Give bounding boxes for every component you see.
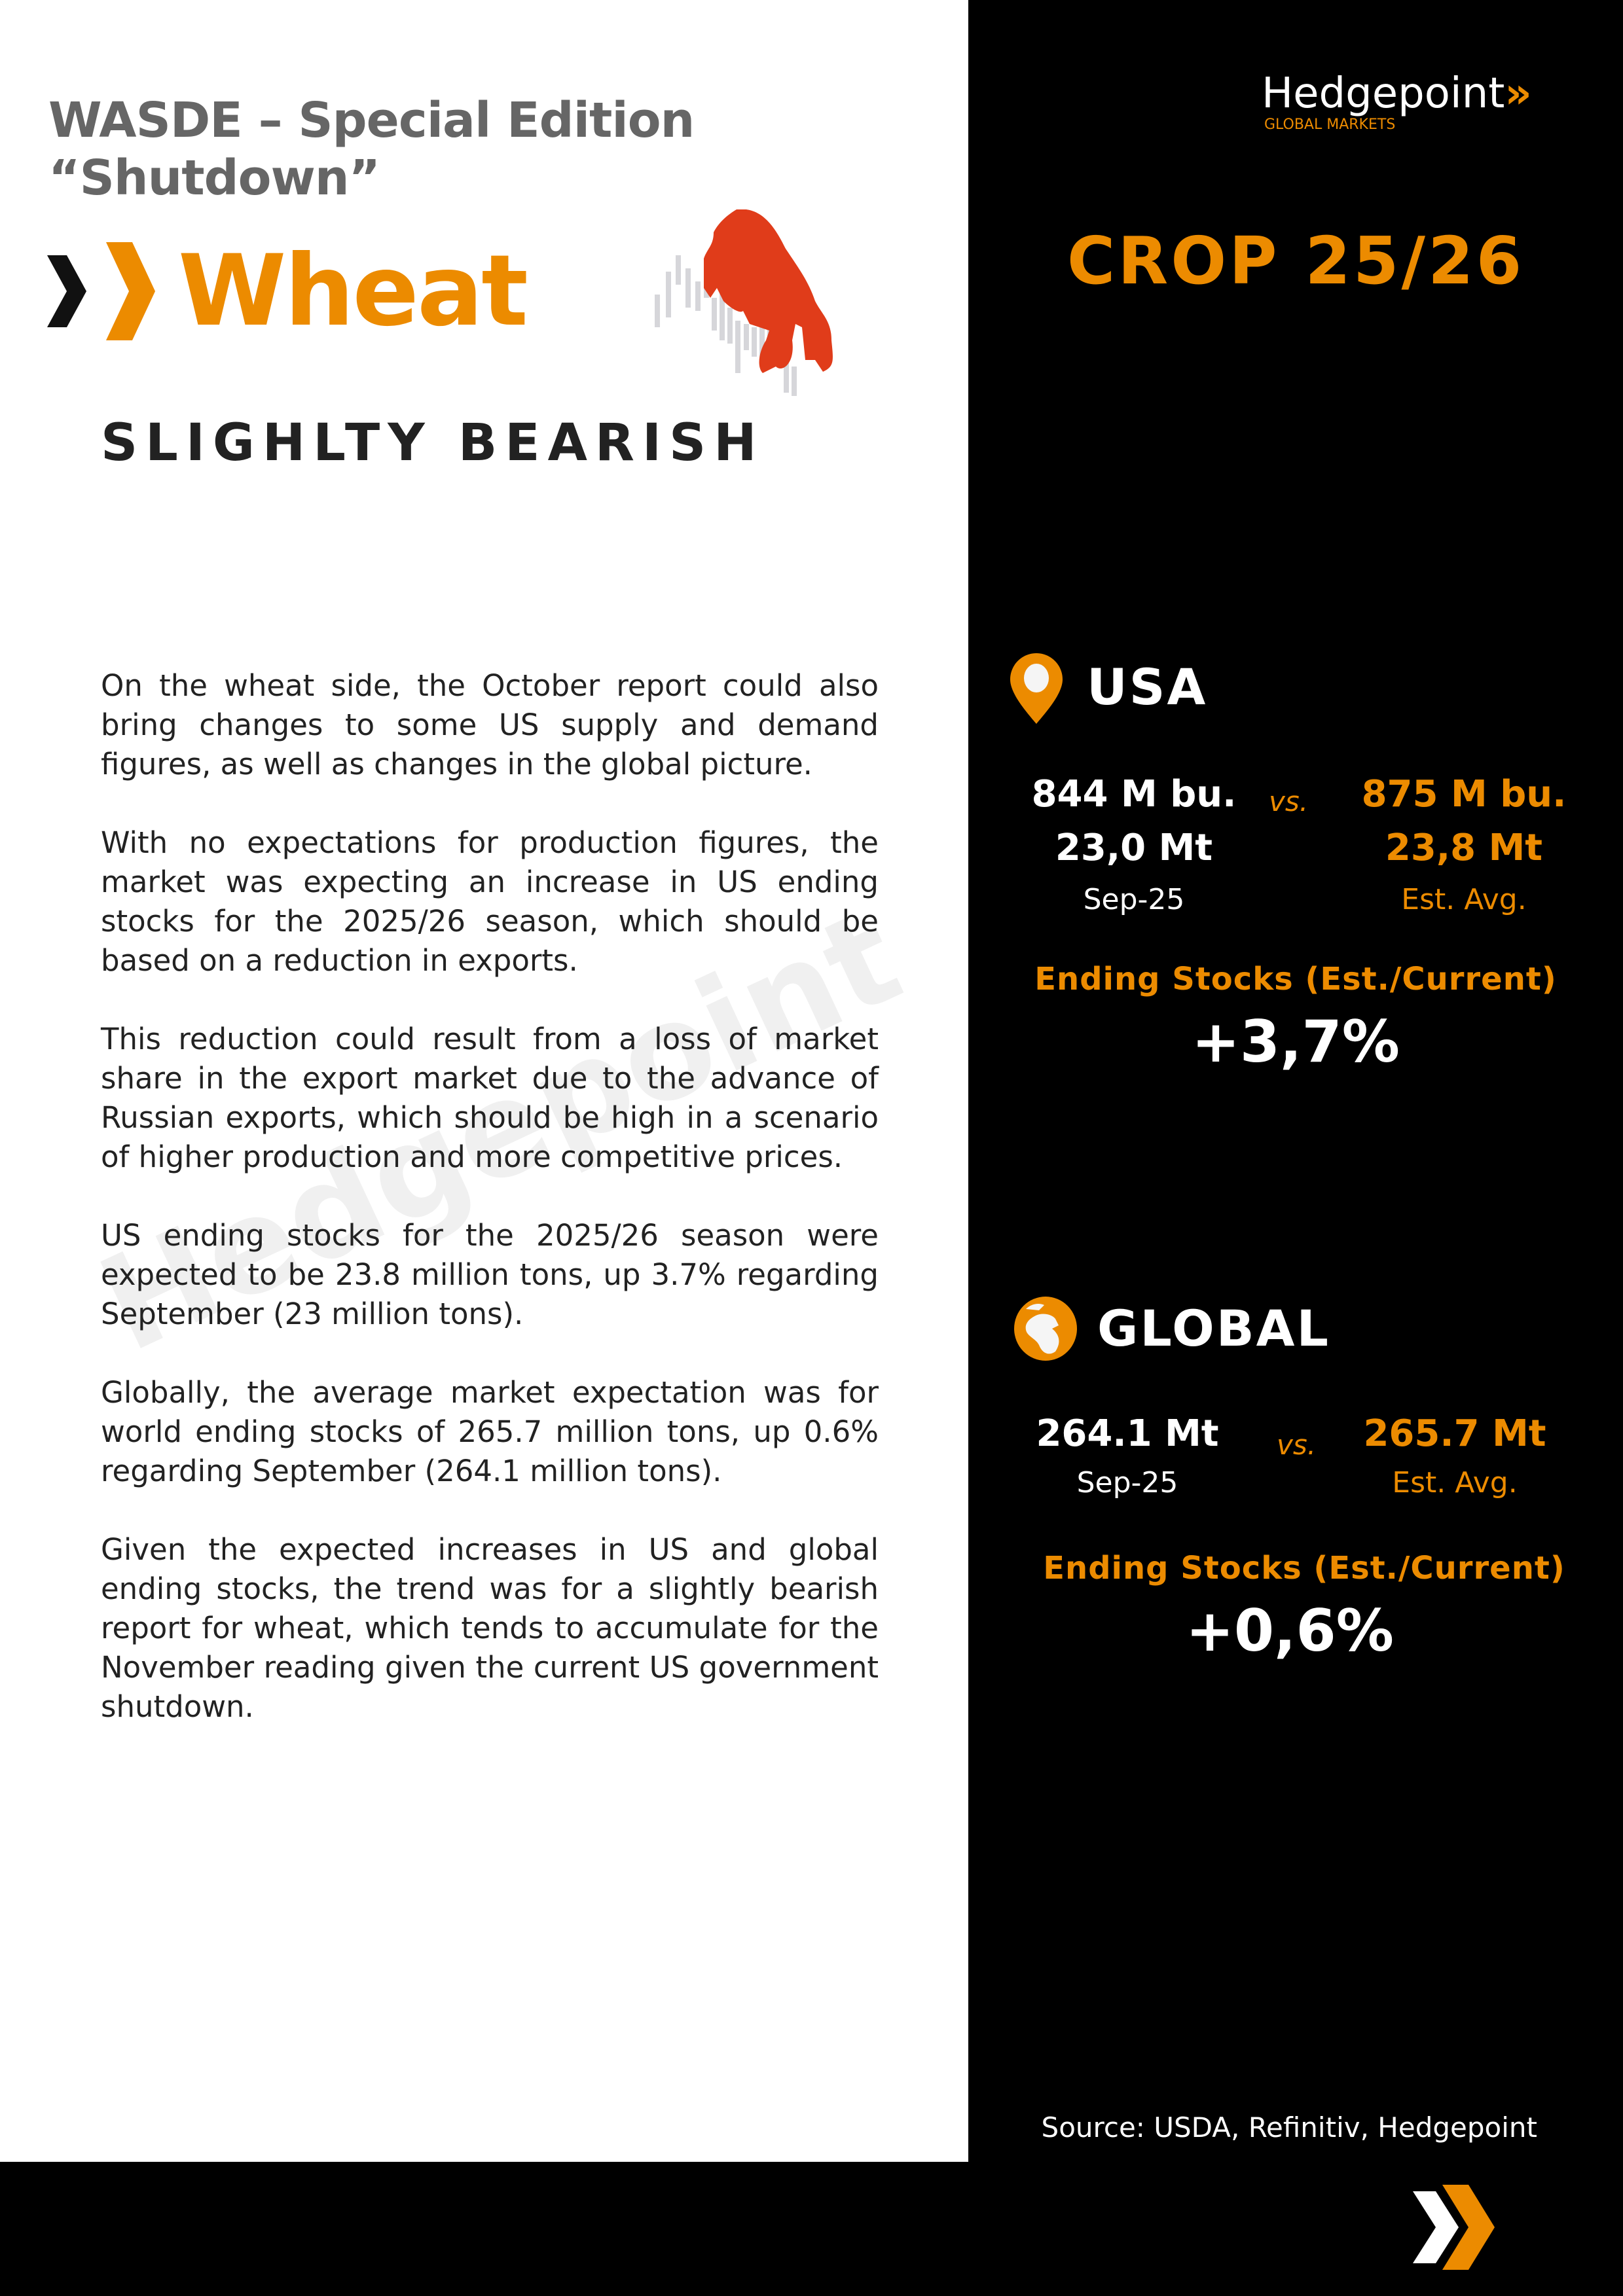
paragraph: On the wheat side, the October report co… [101,668,879,781]
usa-estimate: 875 M bu. 23,8 Mt Est. Avg. [1333,768,1595,916]
usa-current-bu: 844 M bu. [1031,773,1237,816]
bear-icon [655,209,833,396]
title-line-1: WASDE – Special Edition [48,92,695,149]
region-usa: USA [1087,658,1208,716]
chevrons-icon [47,242,155,340]
usa-metric-label: Ending Stocks (Est./Current) [1034,961,1557,997]
paragraph: US ending stocks for the 2025/26 season … [101,1218,879,1331]
body-text: On the wheat side, the October report co… [101,666,879,1766]
logo-tagline: GLOBAL MARKETS [1264,117,1396,133]
location-pin-icon [1010,653,1063,724]
usa-vs: vs. [1269,785,1309,817]
hedgepoint-logo: Hedgepoint» GLOBAL MARKETS [1262,71,1532,133]
left-panel: Hedgepoint WASDE – Special Edition “Shut… [0,0,968,2162]
paragraph: With no expectations for production figu… [101,825,879,978]
usa-est-mt: 23,8 Mt [1385,827,1543,869]
global-estimate: 265.7 Mt Est. Avg. [1324,1407,1586,1499]
globe-icon [1014,1297,1077,1361]
chevrons-icon [1413,2185,1495,2270]
crop-label: CROP 25/26 [1067,223,1525,299]
global-est-label: Est. Avg. [1392,1466,1518,1499]
global-vs: vs. [1277,1429,1317,1461]
page-title: WASDE – Special Edition “Shutdown” [48,92,695,207]
paragraph: Globally, the average market expectation… [101,1375,879,1488]
usa-current-label: Sep-25 [1083,883,1185,916]
commodity-title: Wheat [178,234,528,348]
usa-current-mt: 23,0 Mt [1055,827,1213,869]
paragraph: This reduction could result from a loss … [101,1022,879,1174]
usa-est-label: Est. Avg. [1401,883,1527,916]
usa-current: 844 M bu. 23,0 Mt Sep-25 [1003,768,1265,916]
logo-name: Hedgepoint [1262,69,1505,118]
global-metric-label: Ending Stocks (Est./Current) [1043,1550,1565,1587]
title-line-2: “Shutdown” [48,150,380,206]
global-current-mt: 264.1 Mt [1036,1412,1219,1455]
global-current-label: Sep-25 [1076,1466,1178,1499]
usa-change: +3,7% [1192,1008,1400,1075]
sentiment-label: SLIGHLTY BEARISH [101,414,765,473]
paragraph: Given the expected increases in US and g… [101,1532,879,1724]
global-change: +0,6% [1186,1597,1394,1664]
source-note: Source: USDA, Refinitiv, Hedgepoint [1041,2111,1537,2144]
region-global: GLOBAL [1097,1299,1330,1357]
usa-est-bu: 875 M bu. [1361,773,1567,816]
logo-chevron-icon: » [1504,69,1532,118]
global-est-mt: 265.7 Mt [1363,1412,1546,1455]
global-current: 264.1 Mt Sep-25 [996,1407,1258,1499]
